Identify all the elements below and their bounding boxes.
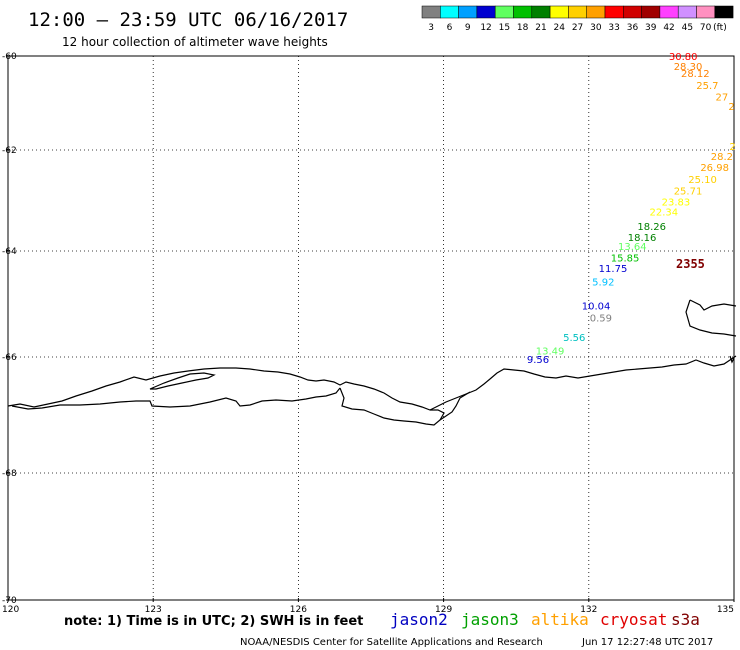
coastline-east-spit [729, 355, 735, 364]
coastline-shelf-upper [149, 372, 216, 390]
wave-height-value: 0.59 [590, 313, 612, 324]
longitude-label: 135 [717, 605, 734, 615]
wave-height-value: 11.75 [599, 264, 628, 275]
wave-height-value: 18.16 [628, 233, 657, 244]
wave-height-value: 28.2 [711, 152, 733, 163]
wave-height-value: 13.64 [618, 242, 647, 253]
map-title: 12:00 – 23:59 UTC 06/16/2017 [28, 9, 348, 31]
legend-swatch [568, 5, 587, 19]
wave-height-value: 26.98 [700, 163, 729, 174]
satellite-cryosat-label: cryosat [600, 610, 667, 629]
legend-label: 36 [627, 23, 639, 33]
legend-swatch [494, 5, 514, 19]
wave-height-value: 10.04 [582, 301, 611, 312]
wave-height-value: 5.92 [592, 277, 614, 288]
latitude-label: -64 [2, 247, 17, 257]
wave-height-value: 30.80 [669, 52, 698, 63]
units-note: note: 1) Time is in UTC; 2) SWH is in fe… [64, 614, 363, 629]
wave-height-value: 28.12 [681, 69, 710, 80]
legend-swatch [641, 5, 661, 19]
legend-label: 18 [517, 23, 529, 33]
wave-height-value: 9.56 [527, 355, 549, 366]
satellite-altika-label: altika [531, 610, 589, 629]
legend-label: 12 [480, 23, 491, 33]
legend-label: 42 [663, 23, 674, 33]
coastline-east-inlet [685, 299, 737, 337]
legend-swatch [513, 5, 533, 19]
latitude-label: -68 [2, 469, 17, 479]
legend-swatch [604, 5, 624, 19]
wave-height-value: 2 [728, 102, 734, 113]
generated-timestamp: Jun 17 12:27:48 UTC 2017 [581, 637, 713, 648]
wave-height-value: 5.56 [563, 333, 585, 344]
legend-swatch [696, 5, 716, 19]
wave-height-value: 2 [729, 142, 735, 153]
legend-label: 9 [465, 23, 471, 33]
legend-label: 6 [447, 23, 453, 33]
color-scale-legend: 3 6 9 12 15 18 21 24 27 30 33 36 39 42 45 70 (ft) [421, 5, 734, 33]
legend-label: 45 [682, 23, 693, 33]
wave-height-value: 25.71 [674, 186, 703, 197]
map-subtitle: 12 hour collection of altimeter wave hei… [62, 35, 328, 49]
map-frame [7, 55, 735, 601]
satellite-legend: jason2 jason3 altika cryosat s3a [390, 610, 700, 629]
legend-swatch [623, 5, 642, 19]
coastline-main [7, 355, 737, 411]
wave-height-value: 15.85 [611, 254, 640, 265]
legend-label: 30 [590, 23, 602, 33]
legend-swatch [549, 5, 569, 19]
satellite-s3a-label: s3a [671, 610, 700, 629]
legend-swatch [659, 5, 679, 19]
legend-label: 3 [428, 23, 434, 33]
longitude-label: 126 [290, 605, 307, 615]
wave-height-value: 13.49 [536, 346, 565, 357]
satellite-jason2-label: jason2 [390, 610, 448, 629]
wave-height-value: 27 [716, 93, 729, 104]
legend-swatch [586, 5, 606, 19]
longitude-label: 120 [2, 605, 19, 615]
wave-height-value: 23.83 [662, 198, 691, 209]
legend-swatch [677, 5, 697, 19]
credit-text: NOAA/NESDIS Center for Satellite Applica… [240, 637, 543, 648]
wave-height-labels: 30.8028.3028.1225.7272228.226.9825.1025.… [527, 52, 736, 366]
wave-height-value: 25.7 [696, 81, 718, 92]
legend-label: 21 [535, 23, 546, 33]
legend-swatch [476, 5, 496, 19]
legend-swatch [531, 5, 551, 19]
legend-label: 15 [499, 23, 510, 33]
coastline-inlet-mid [339, 387, 445, 426]
legend-label: 33 [608, 23, 619, 33]
satellite-jason3-label: jason3 [461, 610, 519, 629]
longitude-label: 123 [145, 605, 162, 615]
latitude-label: -70 [2, 596, 17, 606]
legend-label: 70 [700, 23, 712, 33]
wave-height-value: 18.26 [637, 222, 666, 233]
wave-height-value: 22.34 [649, 208, 678, 219]
legend-label: 39 [645, 23, 657, 33]
antarctic-coastline [7, 299, 737, 426]
legend-swatch [421, 5, 441, 19]
latitude-label: -60 [2, 52, 17, 62]
latitude-label: -66 [2, 353, 17, 363]
legend-swatch [458, 5, 478, 19]
track-time-label: 2355 [676, 257, 705, 271]
longitude-label: 129 [435, 605, 452, 615]
wave-height-value: 28.30 [674, 62, 703, 73]
legend-label: 24 [554, 23, 566, 33]
wave-height-value: 25.10 [688, 175, 717, 186]
legend-label: 27 [572, 23, 583, 33]
coastline-cape [439, 391, 471, 421]
latitude-label: -62 [2, 146, 17, 156]
legend-label: (ft) [713, 23, 727, 33]
longitude-label: 132 [580, 605, 597, 615]
coastline-inlet-left [11, 387, 341, 410]
legend-swatch [714, 5, 734, 19]
legend-swatch [440, 5, 459, 19]
